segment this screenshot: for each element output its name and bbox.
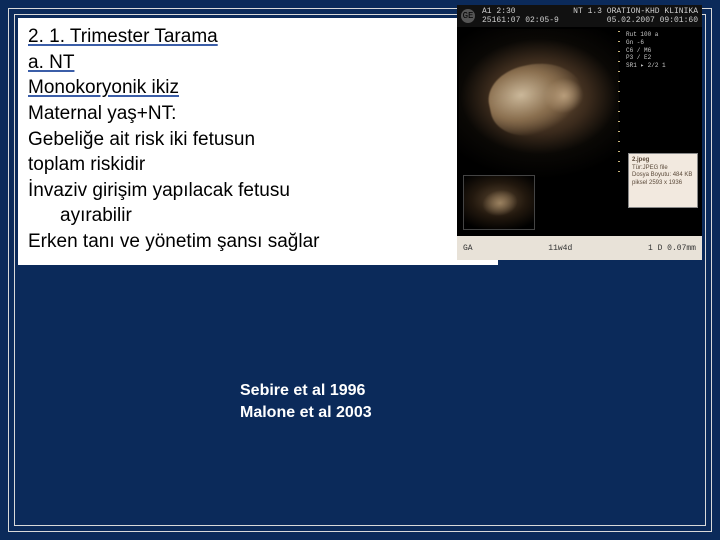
line-2: a. NT xyxy=(28,50,488,76)
file-pixels: piksel 2593 x 1936 xyxy=(632,180,694,188)
slide: 2. 1. Trimester Tarama a. NT Monokoryoni… xyxy=(0,0,720,540)
line-7: İnvaziv girişim yapılacak fetusu xyxy=(28,178,488,204)
content-box: 2. 1. Trimester Tarama a. NT Monokoryoni… xyxy=(18,18,498,265)
us-footer-ga: GA xyxy=(463,244,473,253)
file-type: Tür:JPEG file xyxy=(632,165,694,173)
line-9: Erken tanı ve yönetim şansı sağlar xyxy=(28,229,488,255)
us-footer-measure: 1 D 0.07mm xyxy=(648,244,696,253)
us-footer-weeks: 11w4d xyxy=(548,244,572,253)
fetus-shape xyxy=(483,55,590,143)
file-info-label: 2.jpeg Tür:JPEG file Dosya Boyutu: 484 K… xyxy=(628,153,698,208)
us-side-params: Rut 100 a Gn -6 C6 / M6 P3 / E2 SR1 ▸ 2/… xyxy=(626,31,698,70)
ge-logo-icon: GE xyxy=(461,9,475,23)
ultrasound-thumbnail xyxy=(463,175,535,230)
us-header-right-2: 05.02.2007 09:01:60 xyxy=(573,16,698,25)
fetus-thumb-shape xyxy=(480,187,520,219)
line-8: ayırabilir xyxy=(28,203,488,229)
line-6: toplam riskidir xyxy=(28,152,488,178)
line-5: Gebeliğe ait risk iki fetusun xyxy=(28,127,488,153)
reference-2: Malone et al 2003 xyxy=(240,402,372,424)
ultrasound-image: GE A1 2:30 25161:07 02:05-9 NT 1.3 ORATI… xyxy=(457,5,702,260)
file-size: Dosya Boyutu: 484 KB xyxy=(632,172,694,180)
file-title: 2.jpeg xyxy=(632,157,694,165)
reference-1: Sebire et al 1996 xyxy=(240,380,372,402)
us-header-left-1: A1 2:30 xyxy=(482,7,559,16)
line-1: 2. 1. Trimester Tarama xyxy=(28,24,488,50)
depth-ruler xyxy=(618,31,620,176)
ultrasound-header: GE A1 2:30 25161:07 02:05-9 NT 1.3 ORATI… xyxy=(457,5,702,27)
ultrasound-main-scan xyxy=(459,29,619,179)
references: Sebire et al 1996 Malone et al 2003 xyxy=(240,380,372,423)
ultrasound-footer: GA 11w4d 1 D 0.07mm xyxy=(457,236,702,260)
line-4: Maternal yaş+NT: xyxy=(28,101,488,127)
us-header-left-2: 25161:07 02:05-9 xyxy=(482,16,559,25)
us-header-right-1: NT 1.3 ORATION-KHD KLINIKA xyxy=(573,7,698,16)
line-3: Monokoryonik ikiz xyxy=(28,75,488,101)
